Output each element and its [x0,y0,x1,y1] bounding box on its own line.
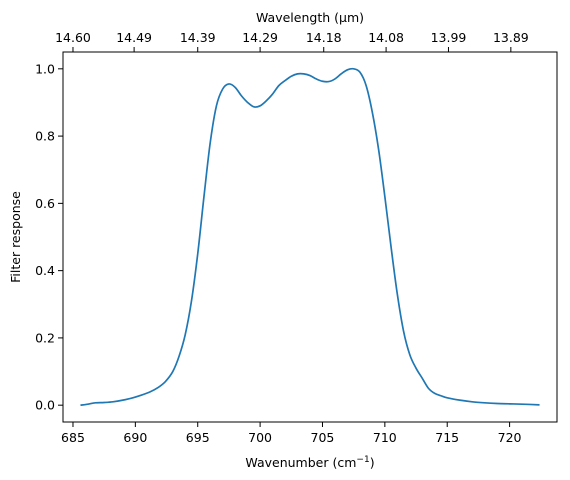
y-axis-ticks: 0.0 0.2 0.4 0.6 0.8 1.0 [35,61,63,413]
x-tick-label: 720 [498,430,522,445]
y-axis-title: Filter response [8,191,23,283]
top-tick-label: 14.29 [242,30,278,45]
top-tick-label: 14.49 [116,30,152,45]
x-tick-label: 695 [186,430,210,445]
x-axis-ticks: 685 690 695 700 705 710 715 720 [61,422,522,445]
series-line [80,67,540,407]
top-axis-ticks: 14.60 14.49 14.39 14.29 14.18 14.08 13.99 13.89 [55,30,529,52]
top-tick-label: 13.99 [431,30,467,45]
x-tick-label: 700 [248,430,272,445]
y-tick-label: 1.0 [35,61,55,76]
x-tick-label: 715 [435,430,459,445]
top-axis-title: Wavelength (μm) [256,10,364,25]
plot-frame [62,51,558,423]
x-tick-label: 685 [61,430,85,445]
y-tick-label: 0.8 [35,129,55,144]
y-tick-label: 0.6 [35,196,55,211]
x-axis-title: Wavenumber (cm−1) [245,455,374,470]
y-tick-label: 0.2 [35,330,55,345]
top-tick-label: 14.39 [180,30,216,45]
top-tick-label: 13.89 [493,30,529,45]
plot-area [63,52,557,422]
x-axis-title-sup: −1 [356,455,369,465]
top-tick-label: 14.08 [368,30,404,45]
y-tick-label: 0.4 [35,263,55,278]
x-tick-label: 690 [123,430,147,445]
y-tick-label: 0.0 [35,398,55,413]
top-tick-label: 14.18 [306,30,342,45]
x-tick-label: 710 [373,430,397,445]
top-tick-label: 14.60 [55,30,91,45]
x-tick-label: 705 [311,430,335,445]
